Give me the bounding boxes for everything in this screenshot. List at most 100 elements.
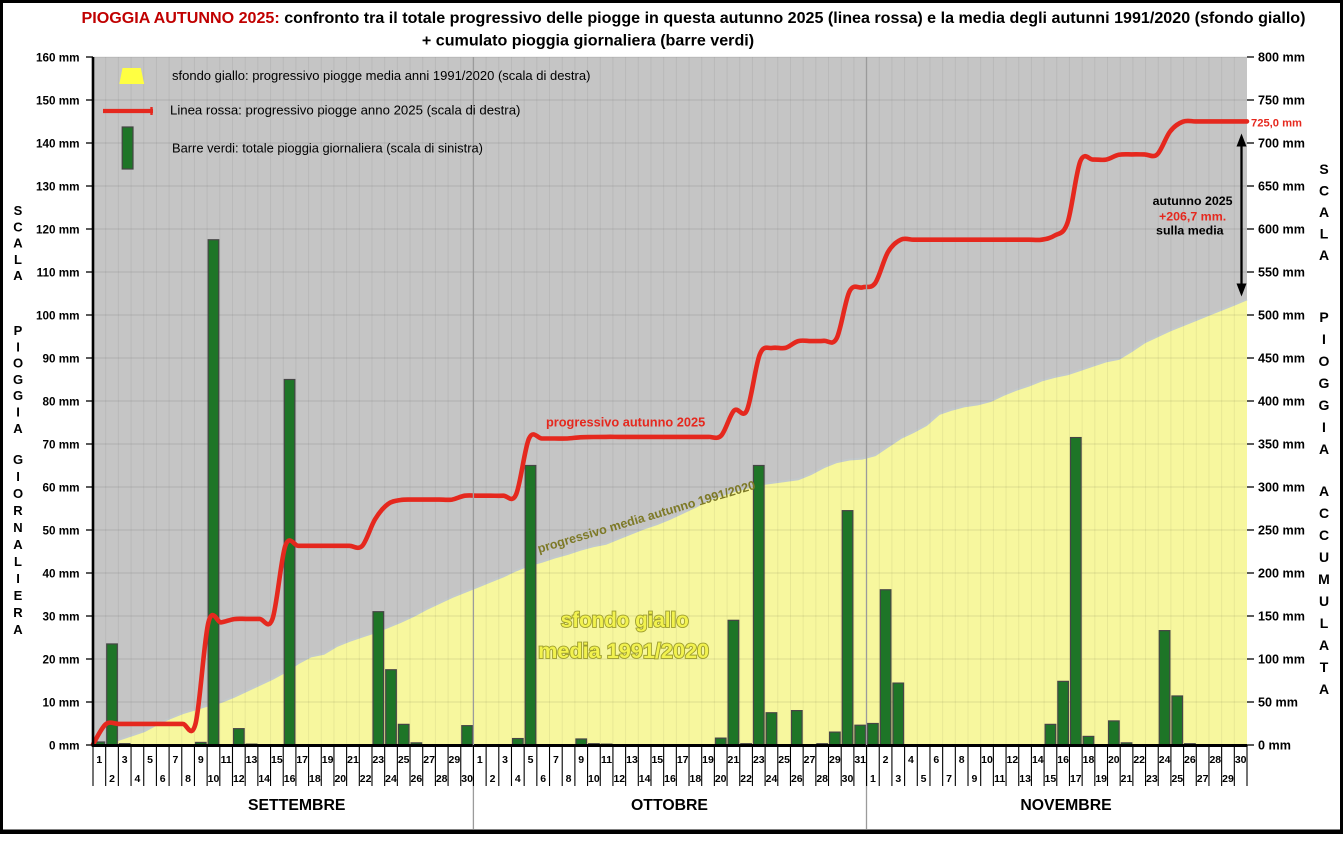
svg-text:26: 26 [411,773,423,785]
svg-text:A: A [13,236,23,251]
svg-text:+206,7 mm.: +206,7 mm. [1159,210,1226,224]
svg-text:12: 12 [613,773,625,785]
svg-text:2: 2 [883,754,889,766]
svg-text:30: 30 [461,773,473,785]
svg-text:13: 13 [246,754,258,766]
svg-text:sfondo giallo: progressivo pio: sfondo giallo: progressivo piogge media … [172,68,590,83]
svg-text:200 mm: 200 mm [1258,567,1305,581]
svg-text:26: 26 [791,773,803,785]
svg-text:30: 30 [1235,754,1247,766]
svg-text:P: P [1319,309,1328,325]
svg-text:28: 28 [436,773,448,785]
svg-text:8: 8 [566,773,572,785]
svg-text:7: 7 [553,754,559,766]
svg-text:1: 1 [96,754,102,766]
svg-text:70 mm: 70 mm [42,438,79,451]
svg-text:160 mm: 160 mm [36,51,80,64]
svg-text:40 mm: 40 mm [42,567,79,580]
svg-text:G: G [13,388,23,403]
svg-text:M: M [1318,571,1330,587]
svg-text:12: 12 [1007,754,1019,766]
svg-text:300 mm: 300 mm [1258,481,1305,495]
svg-text:4: 4 [515,773,521,785]
svg-text:10: 10 [208,773,220,785]
svg-text:17: 17 [296,754,308,766]
svg-text:6: 6 [933,754,939,766]
svg-text:550 mm: 550 mm [1258,266,1305,280]
svg-text:24: 24 [766,773,778,785]
svg-text:90 mm: 90 mm [42,352,79,365]
svg-text:29: 29 [1222,773,1234,785]
svg-text:15: 15 [651,754,663,766]
svg-text:P: P [14,323,23,338]
svg-text:25: 25 [398,754,410,766]
svg-text:O: O [13,356,23,371]
svg-text:26: 26 [1184,754,1196,766]
svg-text:27: 27 [1197,773,1209,785]
svg-text:27: 27 [804,754,816,766]
svg-text:120 mm: 120 mm [36,223,80,236]
svg-text:PIOGGIA AUTUNNO 2025: confront: PIOGGIA AUTUNNO 2025: confronto tra il t… [82,9,1306,27]
svg-text:650 mm: 650 mm [1258,180,1305,194]
svg-text:24: 24 [385,773,397,785]
svg-text:S: S [14,203,23,218]
svg-text:600 mm: 600 mm [1258,223,1305,237]
svg-text:18: 18 [309,773,321,785]
svg-text:20 mm: 20 mm [42,653,79,666]
svg-text:100 mm: 100 mm [1258,653,1305,667]
svg-text:3: 3 [122,754,128,766]
svg-text:4: 4 [134,773,140,785]
svg-text:27: 27 [423,754,435,766]
svg-text:5: 5 [921,773,927,785]
svg-text:I: I [1322,331,1326,347]
svg-text:G: G [1319,397,1330,413]
svg-text:400 mm: 400 mm [1258,395,1305,409]
svg-text:9: 9 [198,754,204,766]
svg-text:L: L [1320,615,1329,631]
svg-text:G: G [13,452,23,467]
svg-text:5: 5 [147,754,153,766]
svg-text:22: 22 [360,773,372,785]
svg-text:T: T [1320,659,1329,675]
svg-text:4: 4 [908,754,914,766]
svg-text:10: 10 [588,773,600,785]
svg-text:OTTOBRE: OTTOBRE [631,797,708,814]
svg-text:+ cumulato pioggia giornaliera: + cumulato pioggia giornaliera (barre ve… [422,32,754,50]
svg-text:20: 20 [1108,754,1120,766]
svg-text:U: U [1319,549,1329,565]
svg-text:23: 23 [372,754,384,766]
svg-text:150 mm: 150 mm [36,94,80,107]
svg-text:130 mm: 130 mm [36,180,80,193]
svg-text:C: C [1319,527,1329,543]
svg-text:Barre verdi: totale pioggia gi: Barre verdi: totale pioggia giornaliera … [172,141,483,156]
svg-text:18: 18 [690,773,702,785]
svg-text:8: 8 [959,754,965,766]
svg-text:30 mm: 30 mm [42,610,79,623]
svg-text:13: 13 [1019,773,1031,785]
svg-text:progressivo autunno 2025: progressivo autunno 2025 [546,414,705,429]
svg-text:19: 19 [702,754,714,766]
svg-text:29: 29 [449,754,461,766]
svg-text:A: A [1319,483,1329,499]
svg-text:10 mm: 10 mm [42,696,79,709]
svg-text:A: A [13,622,23,637]
svg-text:20: 20 [715,773,727,785]
svg-text:1: 1 [477,754,483,766]
svg-text:110 mm: 110 mm [37,266,80,279]
svg-text:I: I [16,571,20,586]
svg-text:7: 7 [172,754,178,766]
svg-text:50 mm: 50 mm [42,524,79,537]
svg-text:250 mm: 250 mm [1258,524,1305,538]
svg-text:Linea rossa: progressivo piog: Linea rossa: progressivo piogge anno 202… [170,103,520,118]
svg-text:5: 5 [528,754,534,766]
svg-text:350 mm: 350 mm [1258,438,1305,452]
svg-text:2: 2 [490,773,496,785]
svg-text:17: 17 [677,754,689,766]
svg-text:28: 28 [1209,754,1221,766]
svg-text:22: 22 [1133,754,1145,766]
svg-text:A: A [1319,247,1329,263]
svg-text:16: 16 [1057,754,1069,766]
svg-text:E: E [14,588,23,603]
svg-text:G: G [1319,375,1330,391]
svg-text:22: 22 [740,773,752,785]
